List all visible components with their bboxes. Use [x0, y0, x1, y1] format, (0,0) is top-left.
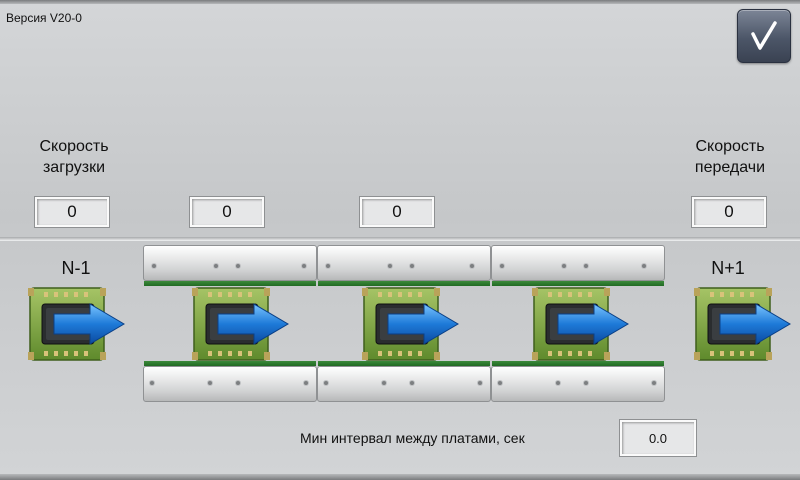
- section-divider: [0, 237, 800, 241]
- pcb-board-icon: [28, 287, 125, 361]
- conveyor-rail-top: [491, 245, 665, 286]
- load-speed-field[interactable]: 0: [35, 197, 109, 227]
- conveyor-field-2[interactable]: 0: [360, 197, 434, 227]
- version-label: Версия V20-0: [6, 11, 82, 25]
- pcb-board-icon: [192, 287, 289, 361]
- pcb-board-icon: [532, 287, 629, 361]
- load-speed-label: Скорость загрузки: [39, 138, 109, 176]
- interval-field[interactable]: 0.0: [620, 420, 696, 456]
- pcb-board-icon: [362, 287, 459, 361]
- transfer-speed-field[interactable]: 0: [692, 197, 766, 227]
- prev-position-label: N-1: [61, 258, 91, 278]
- interval-label: Мин интервал между платами, сек: [300, 430, 525, 446]
- next-position-label: N+1: [711, 258, 745, 278]
- conveyor-rail-top: [317, 245, 491, 286]
- conveyor-rail-top: [143, 245, 317, 286]
- top-frame: [0, 0, 800, 4]
- bottom-frame: [0, 474, 800, 480]
- conveyor-rail-bottom: [317, 361, 491, 402]
- confirm-button[interactable]: [737, 9, 791, 63]
- conveyor-field-1[interactable]: 0: [190, 197, 264, 227]
- conveyor-rail-bottom: [491, 361, 665, 402]
- transfer-speed-label: Скорость передачи: [694, 138, 766, 176]
- conveyor-rail-bottom: [143, 361, 317, 402]
- pcb-board-icon: [694, 287, 791, 361]
- check-icon: [751, 21, 777, 50]
